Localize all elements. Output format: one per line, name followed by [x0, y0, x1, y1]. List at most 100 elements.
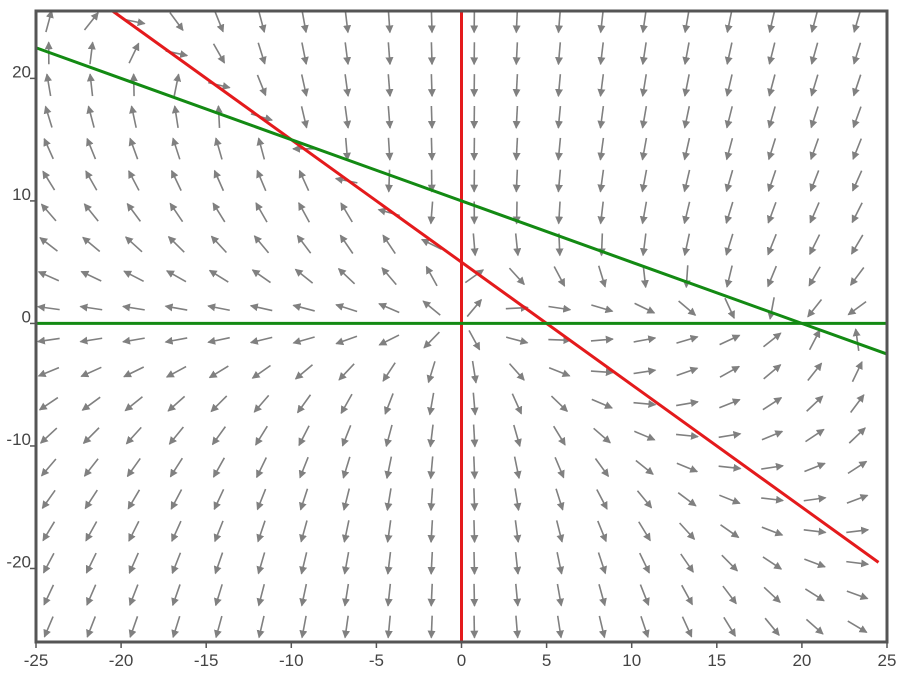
- field-arrow: [40, 203, 57, 222]
- field-arrow: [719, 398, 741, 409]
- field-arrow: [296, 394, 312, 414]
- field-arrow: [513, 424, 522, 448]
- field-arrow: [86, 73, 95, 97]
- field-arrow: [767, 10, 776, 34]
- field-arrow: [555, 520, 565, 543]
- field-arrow: [852, 42, 862, 65]
- x-tick-label: 5: [542, 651, 551, 670]
- field-arrow: [44, 73, 53, 97]
- field-arrow: [639, 106, 648, 129]
- field-arrow: [384, 424, 393, 448]
- field-arrow: [427, 583, 436, 607]
- field-arrow: [79, 336, 103, 345]
- x-tick-label: -15: [194, 651, 219, 670]
- field-arrow: [681, 584, 694, 606]
- field-arrow: [255, 202, 268, 223]
- field-arrow: [81, 396, 101, 411]
- field-arrow: [253, 394, 270, 413]
- field-arrow: [299, 552, 308, 575]
- field-arrow: [128, 520, 140, 542]
- field-arrow: [341, 520, 350, 543]
- field-arrow: [719, 334, 741, 346]
- field-arrow: [633, 400, 657, 409]
- field-arrow: [427, 74, 436, 98]
- field-arrow: [470, 488, 479, 512]
- field-arrow: [548, 367, 571, 378]
- y-axis-ticks: -20 -10 0 10 20: [6, 62, 36, 571]
- field-arrow: [256, 457, 268, 479]
- field-arrow: [169, 202, 184, 223]
- field-arrow: [341, 456, 351, 479]
- field-arrow: [253, 235, 270, 254]
- field-arrow: [597, 42, 606, 66]
- field-arrow: [86, 584, 97, 606]
- field-arrow: [634, 430, 656, 441]
- field-arrow: [682, 201, 691, 225]
- x-tick-label: -10: [279, 651, 304, 670]
- field-arrow: [639, 42, 648, 66]
- field-arrow: [809, 138, 820, 161]
- field-arrow: [384, 551, 393, 575]
- field-arrow: [341, 488, 351, 511]
- field-arrow: [852, 74, 862, 97]
- field-arrow: [761, 462, 784, 471]
- field-arrow: [682, 137, 691, 161]
- field-arrow: [679, 522, 696, 540]
- field-arrow: [167, 395, 186, 412]
- x-tick-label: 20: [792, 651, 811, 670]
- x-tick-label: 25: [878, 651, 897, 670]
- field-arrow: [593, 427, 611, 444]
- field-arrow: [384, 583, 393, 607]
- field-arrow: [300, 42, 309, 66]
- field-arrow: [212, 43, 226, 64]
- field-arrow: [804, 558, 826, 569]
- field-arrow: [341, 425, 352, 447]
- field-arrow: [40, 458, 57, 477]
- field-arrow: [552, 425, 566, 446]
- field-arrow: [85, 170, 98, 191]
- field-arrow: [848, 427, 866, 444]
- field-arrow: [591, 398, 613, 409]
- field-arrow: [724, 74, 733, 97]
- field-arrow: [636, 490, 653, 509]
- field-arrow: [214, 137, 223, 160]
- field-arrow: [635, 459, 654, 475]
- field-arrow: [513, 520, 522, 544]
- field-arrow: [211, 426, 227, 446]
- field-arrow: [639, 137, 648, 161]
- field-arrow: [804, 462, 826, 473]
- field-arrow: [86, 616, 97, 638]
- field-arrow: [721, 554, 739, 572]
- field-arrow: [718, 430, 742, 439]
- field-arrow: [420, 238, 442, 251]
- field-arrow: [470, 456, 479, 480]
- field-arrow: [508, 363, 525, 381]
- field-arrow: [512, 105, 521, 129]
- field-arrow: [427, 520, 436, 544]
- field-arrow: [294, 364, 314, 380]
- field-arrow: [678, 300, 697, 316]
- field-arrow: [470, 392, 479, 416]
- field-arrow: [767, 170, 777, 193]
- field-arrow: [555, 10, 564, 34]
- field-arrow: [164, 303, 188, 312]
- field-arrow: [126, 202, 142, 222]
- field-arrow: [36, 336, 60, 345]
- y-tick-label: 20: [12, 62, 31, 81]
- field-arrow: [682, 265, 691, 289]
- field-arrow: [852, 328, 861, 351]
- field-arrow: [470, 520, 479, 544]
- field-arrow: [214, 10, 225, 33]
- field-arrow: [39, 427, 58, 444]
- field-arrow: [82, 236, 101, 253]
- field-arrow: [124, 236, 143, 253]
- field-arrow: [382, 362, 396, 382]
- field-arrow: [384, 488, 393, 512]
- field-arrow: [639, 74, 648, 97]
- field-arrow: [171, 520, 182, 543]
- y-tick-label: -20: [6, 552, 31, 571]
- field-arrow: [762, 556, 783, 570]
- field-arrow: [805, 428, 825, 443]
- field-arrow: [342, 583, 350, 607]
- field-arrow: [382, 234, 396, 255]
